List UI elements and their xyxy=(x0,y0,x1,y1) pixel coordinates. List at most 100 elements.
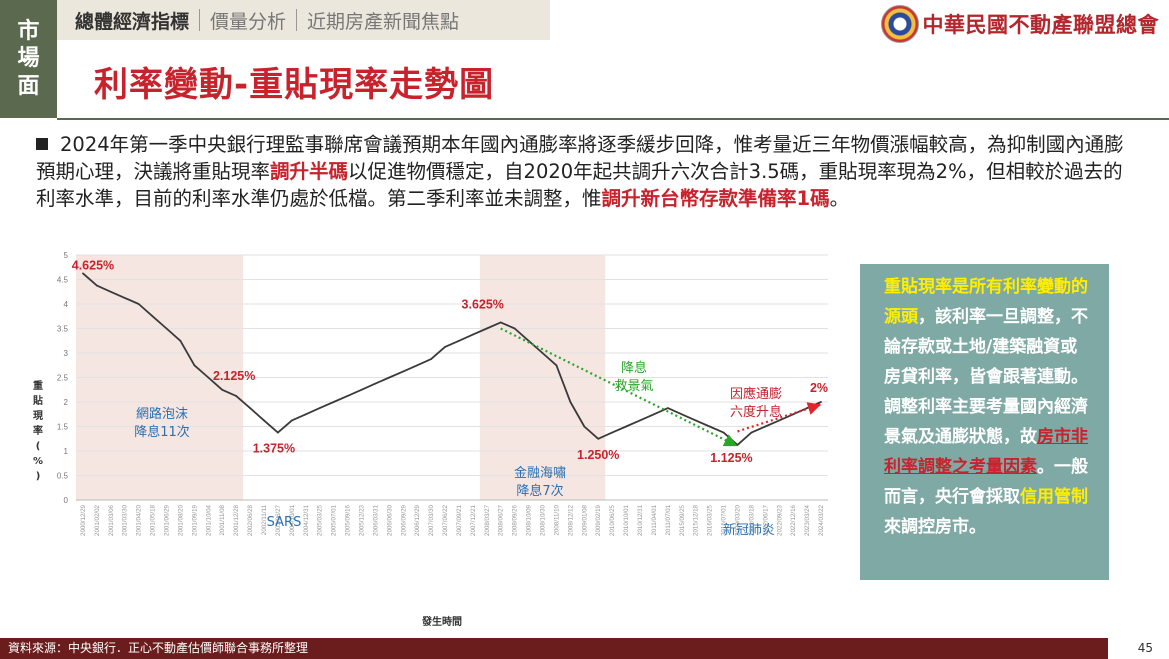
nav-item-price-volume[interactable]: 價量分析 xyxy=(210,10,287,33)
rate-data-point xyxy=(318,407,321,410)
x-tick-label: 2015/12/18 xyxy=(693,504,700,536)
x-tick-label: 2022/06/17 xyxy=(762,504,769,536)
info-text: 。一般而言，央行會採取 xyxy=(884,457,1088,507)
rate-data-point xyxy=(611,431,614,434)
source-footer: 資料來源：中央銀行．正心不動產估價師聯合事務所整理 xyxy=(0,638,1108,659)
rate-data-point xyxy=(680,413,683,416)
chart-annotation-line: 網路泡沫 xyxy=(136,406,188,422)
header-divider xyxy=(57,118,1169,120)
rate-data-point xyxy=(346,394,349,397)
x-tick-label: 2001/05/18 xyxy=(150,504,157,536)
chart-annotation-line: 六度升息 xyxy=(730,404,782,420)
info-text: 來調控房市。 xyxy=(884,517,986,537)
x-tick-label: 2006/03/31 xyxy=(372,504,379,536)
x-tick-label: 2001/08/20 xyxy=(177,504,184,536)
x-tick-label: 2004/12/31 xyxy=(303,504,310,536)
x-tick-label: 2015/09/25 xyxy=(679,504,686,536)
rate-data-point xyxy=(764,425,767,428)
rate-data-point xyxy=(137,303,140,305)
y-axis-title-char: 重 xyxy=(33,379,43,392)
x-tick-label: 2024/03/22 xyxy=(818,504,825,536)
x-tick-label: 2001/10/04 xyxy=(205,504,212,536)
x-tick-label: 2009/01/08 xyxy=(581,504,588,536)
x-tick-label: 2008/09/26 xyxy=(512,504,519,536)
x-tick-label: 2004/10/01 xyxy=(289,504,296,536)
rate-data-point xyxy=(332,401,335,403)
rate-data-point xyxy=(639,419,641,422)
x-tick-label: 2000/12/29 xyxy=(80,504,87,536)
y-tick-label: 0 xyxy=(64,496,69,505)
x-tick-label: 2020/03/20 xyxy=(734,504,741,536)
rate-data-point xyxy=(736,443,739,446)
info-highlight-yellow: 重貼現率是所有利率變動的源頭 xyxy=(884,277,1088,327)
y-tick-label: 0.5 xyxy=(57,472,69,481)
nav-item-macro[interactable]: 總體經濟指標 xyxy=(75,10,190,33)
y-tick-label: 2 xyxy=(64,398,69,407)
bullet-paragraph: 2024年第一季中央銀行理監事聯席會議預期本年國內通膨率將逐季緩步回降，惟考量近… xyxy=(36,131,1126,212)
chart-annotation-line: 因應通膨 xyxy=(730,386,782,402)
rate-data-point xyxy=(485,327,488,330)
x-tick-label: 2023/03/24 xyxy=(804,504,811,536)
value-label: 3.625% xyxy=(462,297,504,311)
x-axis-title: 發生時間 xyxy=(421,615,462,628)
x-tick-label: 2001/03/06 xyxy=(108,504,115,536)
rate-data-point xyxy=(694,419,697,422)
x-tick-label: 2022/03/18 xyxy=(748,504,755,536)
nav-item-news[interactable]: 近期房產新聞焦點 xyxy=(307,10,460,33)
rate-data-point xyxy=(151,315,154,318)
rate-data-point xyxy=(750,431,753,434)
x-tick-label: 2005/09/16 xyxy=(345,504,352,536)
y-axis-title-char: 率 xyxy=(33,424,43,437)
value-label: 1.375% xyxy=(253,442,295,456)
x-tick-label: 2011/07/01 xyxy=(665,504,672,535)
nav-bar: 總體經濟指標 價量分析 近期房產新聞焦點 xyxy=(57,0,550,40)
x-tick-label: 2001/04/20 xyxy=(136,504,143,536)
rate-data-point xyxy=(416,364,419,367)
chart-annotation: 金融海嘯降息7次 xyxy=(514,465,566,499)
rate-data-point xyxy=(555,364,558,367)
rate-data-point xyxy=(221,388,224,391)
value-label: 2.125% xyxy=(213,369,255,383)
rate-data-point xyxy=(290,419,293,422)
x-tick-label: 2006/09/29 xyxy=(400,504,407,536)
info-box: 重貼現率是所有利率變動的源頭，該利率一旦調整，不論存款或土地/建築融資或房貸利率… xyxy=(860,264,1109,580)
x-tick-label: 2001/03/30 xyxy=(122,504,129,536)
rate-data-point xyxy=(235,394,238,397)
chart-annotation: 降息救景氣 xyxy=(614,360,653,394)
x-tick-label: 2001/12/28 xyxy=(233,504,240,536)
section-tab: 市 場 面 xyxy=(0,0,57,118)
x-tick-label: 2008/10/30 xyxy=(540,504,547,536)
rate-data-point xyxy=(165,327,168,330)
info-highlight-yellow: 信用管制 xyxy=(1020,487,1088,507)
chart-annotation: 因應通膨六度升息 xyxy=(730,386,782,420)
value-label: 2% xyxy=(810,381,828,395)
rate-data-point xyxy=(583,425,586,428)
bullet-text-part: 。 xyxy=(829,187,850,210)
rate-data-point xyxy=(471,333,474,336)
y-tick-label: 3 xyxy=(64,349,69,358)
rate-data-point xyxy=(541,352,544,354)
chart-annotation-line: 新冠肺炎 xyxy=(723,522,775,538)
rate-data-point xyxy=(806,407,809,410)
y-tick-label: 1 xyxy=(64,447,69,456)
rate-data-point xyxy=(513,327,516,330)
x-tick-label: 2011/04/01 xyxy=(651,504,658,535)
rate-data-point xyxy=(666,407,669,410)
x-tick-label: 2008/06/27 xyxy=(498,504,505,536)
highlight-text: 調升半碼 xyxy=(270,160,349,183)
bullet-text-part: 2024年第一季中央銀行理監事聯席會議預期本年國內通膨率將逐季緩步回降，惟考量近… xyxy=(36,133,1124,183)
chart-annotation-line: SARS xyxy=(267,515,302,530)
chart-annotation-line: 金融海嘯 xyxy=(514,465,566,481)
chart-annotation: 網路泡沫降息11次 xyxy=(134,406,190,440)
x-tick-label: 2008/03/27 xyxy=(484,504,491,536)
rate-data-point xyxy=(778,419,781,422)
y-tick-label: 1.5 xyxy=(57,423,69,432)
y-tick-label: 2.5 xyxy=(57,374,69,383)
rate-data-point xyxy=(444,345,446,348)
page-number: 45 xyxy=(1137,641,1153,655)
section-tab-char: 市 xyxy=(17,18,40,44)
y-tick-label: 3.5 xyxy=(57,325,69,334)
rate-data-point xyxy=(458,339,460,342)
rate-data-point xyxy=(277,431,279,434)
section-tab-char: 面 xyxy=(17,73,40,99)
